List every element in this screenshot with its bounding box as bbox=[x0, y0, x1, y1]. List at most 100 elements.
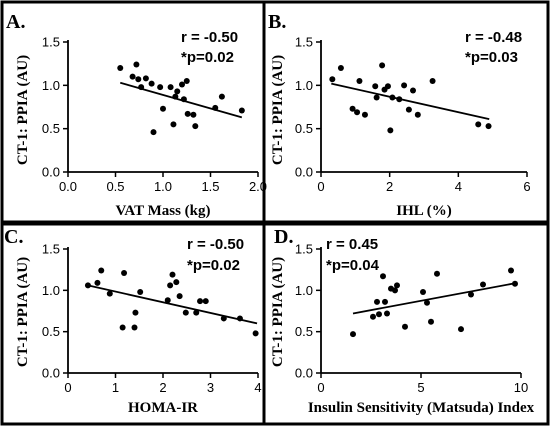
x-axis-label: VAT Mass (kg) bbox=[115, 203, 210, 219]
data-point bbox=[350, 331, 356, 338]
data-point bbox=[373, 94, 380, 101]
y-tick-label: 1.5 bbox=[42, 242, 60, 257]
data-point bbox=[372, 83, 379, 90]
data-point bbox=[387, 127, 394, 134]
data-point bbox=[485, 123, 492, 130]
panel-2: 0.0 0.5 1.0 1.5 0 2 4 6 IHL (%) CT-1: PPIA (AU) r … bbox=[262, 0, 550, 224]
data-point bbox=[164, 297, 171, 304]
stat-text: *p=0.03 bbox=[465, 49, 518, 66]
y-tick-label: 1.0 bbox=[295, 78, 313, 93]
data-point bbox=[236, 315, 243, 322]
y-tick-label: 0.5 bbox=[42, 121, 60, 136]
data-point bbox=[420, 288, 426, 295]
data-point bbox=[121, 269, 128, 276]
data-point bbox=[414, 111, 421, 118]
x-tick-label: 2 bbox=[386, 179, 393, 194]
data-point bbox=[354, 109, 361, 116]
data-point bbox=[150, 129, 157, 136]
data-point bbox=[172, 93, 179, 100]
x-axis-label: HOMA-IR bbox=[128, 400, 198, 416]
regression-line bbox=[331, 82, 490, 121]
data-point bbox=[401, 82, 408, 89]
data-point bbox=[402, 323, 408, 330]
data-point bbox=[98, 267, 105, 274]
data-point bbox=[429, 78, 436, 84]
data-point bbox=[475, 121, 482, 128]
data-point bbox=[174, 88, 181, 95]
panel-label: C. bbox=[4, 226, 23, 248]
data-point bbox=[349, 105, 356, 112]
data-point bbox=[94, 279, 101, 286]
y-axis-label: CT-1: PPIA (AU) bbox=[270, 55, 286, 165]
data-point bbox=[220, 315, 227, 322]
data-point bbox=[374, 298, 380, 305]
regression-line bbox=[352, 282, 518, 315]
data-point bbox=[131, 324, 138, 331]
x-tick-label: 10 bbox=[514, 380, 528, 395]
data-point bbox=[106, 290, 113, 297]
data-point bbox=[384, 310, 390, 317]
x-tick-label: 6 bbox=[523, 179, 530, 194]
stat-text: *p=0.02 bbox=[181, 49, 234, 66]
data-point bbox=[137, 288, 144, 295]
panel-label: D. bbox=[274, 226, 293, 248]
data-point bbox=[337, 65, 344, 71]
panel-3: 0.0 0.5 1.0 1.5 0 1 2 3 4 HOMA-IR CT-1: PPIA (AU) r… bbox=[0, 222, 266, 426]
data-point bbox=[119, 324, 126, 331]
panel-4: 0.0 0.5 1.0 1.5 0 5 10 Insulin Sensitivity (Mat… bbox=[262, 222, 550, 426]
data-point bbox=[394, 282, 400, 289]
data-point bbox=[117, 65, 124, 71]
data-point bbox=[170, 121, 177, 128]
data-point bbox=[160, 105, 166, 112]
data-point bbox=[192, 123, 199, 130]
stat-text: *p=0.04 bbox=[326, 257, 380, 274]
data-point bbox=[424, 299, 430, 306]
x-tick-label: 0.5 bbox=[106, 179, 124, 194]
data-point bbox=[389, 94, 396, 101]
stat-text: r = 0.45 bbox=[326, 236, 378, 253]
y-tick-label: 0.5 bbox=[295, 121, 313, 136]
y-axis-label: CT-1: PPIA (AU) bbox=[270, 257, 286, 367]
y-tick-label: 0.5 bbox=[295, 324, 313, 339]
data-point bbox=[138, 84, 145, 91]
data-point bbox=[129, 73, 136, 80]
data-point bbox=[428, 318, 434, 325]
y-tick-label: 1.5 bbox=[42, 35, 60, 50]
data-point bbox=[212, 104, 219, 111]
data-point bbox=[379, 62, 386, 69]
y-tick-label: 1.0 bbox=[42, 78, 60, 93]
data-point bbox=[84, 282, 91, 289]
x-tick-label: 1.5 bbox=[201, 179, 219, 194]
data-point bbox=[133, 61, 140, 68]
data-point bbox=[382, 298, 388, 305]
data-point bbox=[512, 280, 518, 287]
data-point bbox=[218, 93, 225, 100]
data-point bbox=[396, 96, 403, 103]
data-point bbox=[167, 282, 174, 289]
data-point bbox=[508, 267, 514, 274]
x-axis-label: IHL (%) bbox=[396, 203, 451, 219]
y-tick-label: 1.5 bbox=[295, 35, 313, 50]
x-axis-label: Insulin Sensitivity (Matsuda) Index bbox=[308, 400, 535, 416]
data-point bbox=[132, 309, 139, 316]
data-point bbox=[179, 81, 185, 88]
data-point bbox=[176, 293, 183, 300]
x-tick-label: 2 bbox=[159, 380, 166, 395]
data-point bbox=[356, 78, 363, 84]
regression-line bbox=[87, 284, 258, 325]
y-tick-label: 0.5 bbox=[42, 324, 60, 339]
data-point bbox=[142, 75, 149, 82]
stat-text: *p=0.02 bbox=[187, 257, 240, 274]
y-tick-label: 1.0 bbox=[295, 283, 313, 298]
data-point bbox=[202, 298, 209, 305]
data-point bbox=[252, 330, 259, 337]
y-tick-label: 0.0 bbox=[42, 366, 60, 381]
y-tick-label: 0.0 bbox=[42, 165, 60, 180]
data-point bbox=[458, 326, 464, 333]
data-point bbox=[157, 84, 164, 91]
x-tick-label: 1.0 bbox=[154, 179, 172, 194]
data-point bbox=[197, 298, 204, 305]
